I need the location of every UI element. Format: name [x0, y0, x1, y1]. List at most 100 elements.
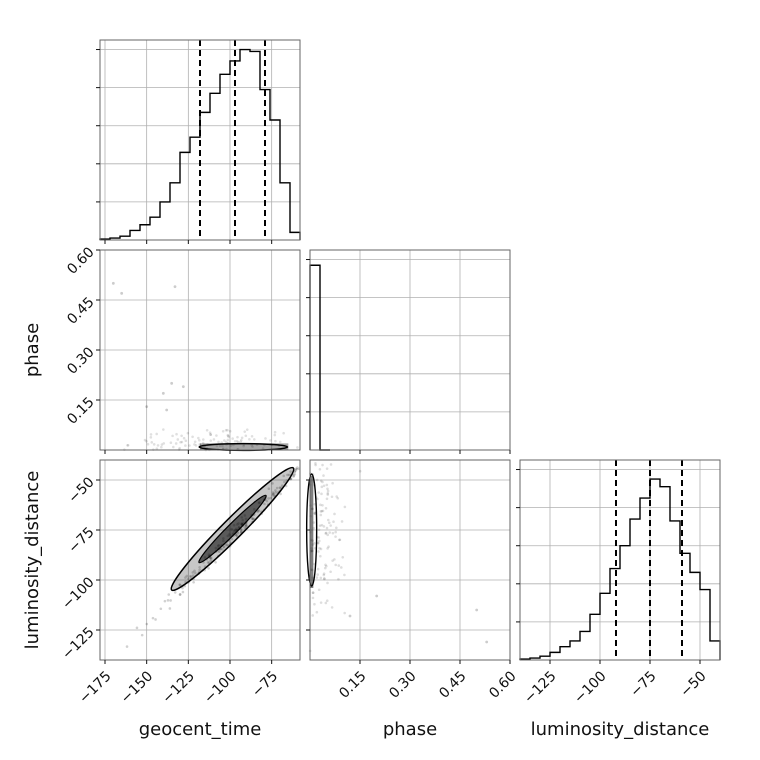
scatter-point [226, 428, 229, 432]
scatter-point [321, 504, 324, 507]
scatter-point [325, 483, 329, 487]
scatter-point [292, 474, 296, 477]
scatter-point [178, 583, 182, 587]
scatter-point [166, 599, 170, 602]
scatter-point [208, 431, 212, 434]
scatter-outlier-3 [375, 594, 379, 598]
scatter-point [169, 441, 173, 445]
xtick-label-hist-luminosity_distance-2: −75 [627, 668, 659, 700]
scatter-point [181, 590, 185, 594]
scatter-point [236, 532, 240, 535]
scatter-point [145, 622, 149, 626]
scatter-point [318, 546, 321, 550]
scatter-point [233, 440, 237, 443]
xtick-label-hist-luminosity_distance-1: −100 [571, 668, 610, 707]
scatter-point [178, 593, 182, 596]
scatter-point [320, 509, 324, 513]
ytick-label-2d-geocent_time-phase-1: 0.30 [64, 344, 97, 377]
tick-layer: −125 −100 −75 −500.150.300.450.60−125−100−7… [59, 49, 710, 707]
scatter-2d-phase-luminosity_distance [308, 462, 489, 653]
scatter-point [324, 563, 327, 567]
xtick-label-2d-geocent_time-luminosity_distance-4: −75 [249, 668, 281, 700]
scatter-point [167, 593, 171, 596]
scatter-point [154, 618, 157, 621]
scatter-point [209, 559, 212, 563]
scatter-point [205, 428, 209, 432]
scatter-point [334, 530, 337, 534]
scatter-point [222, 545, 225, 549]
scatter-point [207, 566, 210, 570]
scatter-point [319, 479, 323, 483]
scatter-point [226, 438, 230, 442]
scatter-point [326, 547, 329, 550]
scatter-point [335, 526, 338, 530]
scatter-point [239, 438, 243, 442]
xtick-label-2d-phase-luminosity_distance-1: 0.30 [386, 668, 419, 701]
scatter-point [333, 558, 336, 561]
scatter-point [156, 444, 160, 447]
scatter-point [220, 441, 224, 444]
scatter-point [209, 557, 213, 561]
scatter-point [322, 525, 326, 528]
scatter-point [175, 432, 178, 436]
scatter-point [242, 444, 245, 448]
scatter-point [294, 468, 297, 472]
scatter-point [226, 434, 230, 438]
scatter-point [149, 433, 153, 436]
scatter-point [317, 491, 321, 494]
scatter-point [319, 576, 323, 580]
scatter-point [325, 599, 329, 602]
scatter-point [178, 446, 181, 450]
scatter-point [140, 633, 144, 637]
ytick-label-2d-geocent_time-luminosity_distance-0: −125 [59, 624, 98, 663]
scatter-point [327, 521, 331, 525]
scatter-point [317, 536, 321, 539]
scatter-point [230, 537, 234, 541]
scatter-point [341, 555, 345, 559]
scatter-point [224, 440, 228, 444]
scatter-point [269, 496, 273, 500]
scatter-point [215, 434, 218, 437]
scatter-point [152, 443, 156, 446]
density-2d-phase-luminosity_distance [310, 476, 314, 588]
scatter-outlier-1 [120, 291, 124, 295]
scatter-point [326, 581, 329, 585]
scatter-point [229, 444, 233, 447]
scatter-point [319, 547, 323, 551]
xlabel-phase: phase [383, 719, 437, 740]
scatter-point [235, 534, 238, 537]
scatter-point [323, 577, 326, 581]
scatter-point [224, 544, 228, 547]
scatter-point [198, 568, 201, 572]
scatter-point [263, 502, 266, 506]
scatter-point [320, 523, 324, 527]
scatter-point [313, 512, 317, 516]
scatter-point [324, 531, 328, 535]
scatter-point [331, 531, 335, 535]
scatter-point [358, 469, 362, 473]
scatter-point [244, 523, 248, 526]
scatter-point [201, 438, 205, 441]
xtick-label-hist-luminosity_distance-3: −50 [677, 668, 709, 700]
scatter-point [198, 442, 202, 446]
scatter-point [209, 433, 212, 436]
scatter-point [206, 561, 210, 564]
ylabel-luminosity_distance: luminosity_distance [22, 471, 43, 650]
scatter-outlier-1 [485, 640, 489, 644]
scatter-point [329, 570, 332, 574]
scatter-point [261, 447, 265, 450]
frame-hist-geocent_time [99, 39, 301, 241]
frame-hist-luminosity_distance [519, 459, 721, 661]
scatter-point [313, 511, 316, 515]
scatter-point [314, 463, 317, 467]
scatter-point [328, 531, 332, 534]
scatter-point [185, 574, 189, 578]
scatter-point [294, 467, 298, 471]
xtick-label-hist-luminosity_distance-0: −125 [521, 668, 560, 707]
scatter-point [182, 436, 186, 440]
scatter-point [275, 486, 279, 490]
scatter-point [145, 439, 148, 443]
scatter-point [265, 499, 269, 503]
xtick-label-2d-phase-luminosity_distance-3: 0.60 [486, 668, 519, 701]
scatter-point [326, 487, 329, 491]
